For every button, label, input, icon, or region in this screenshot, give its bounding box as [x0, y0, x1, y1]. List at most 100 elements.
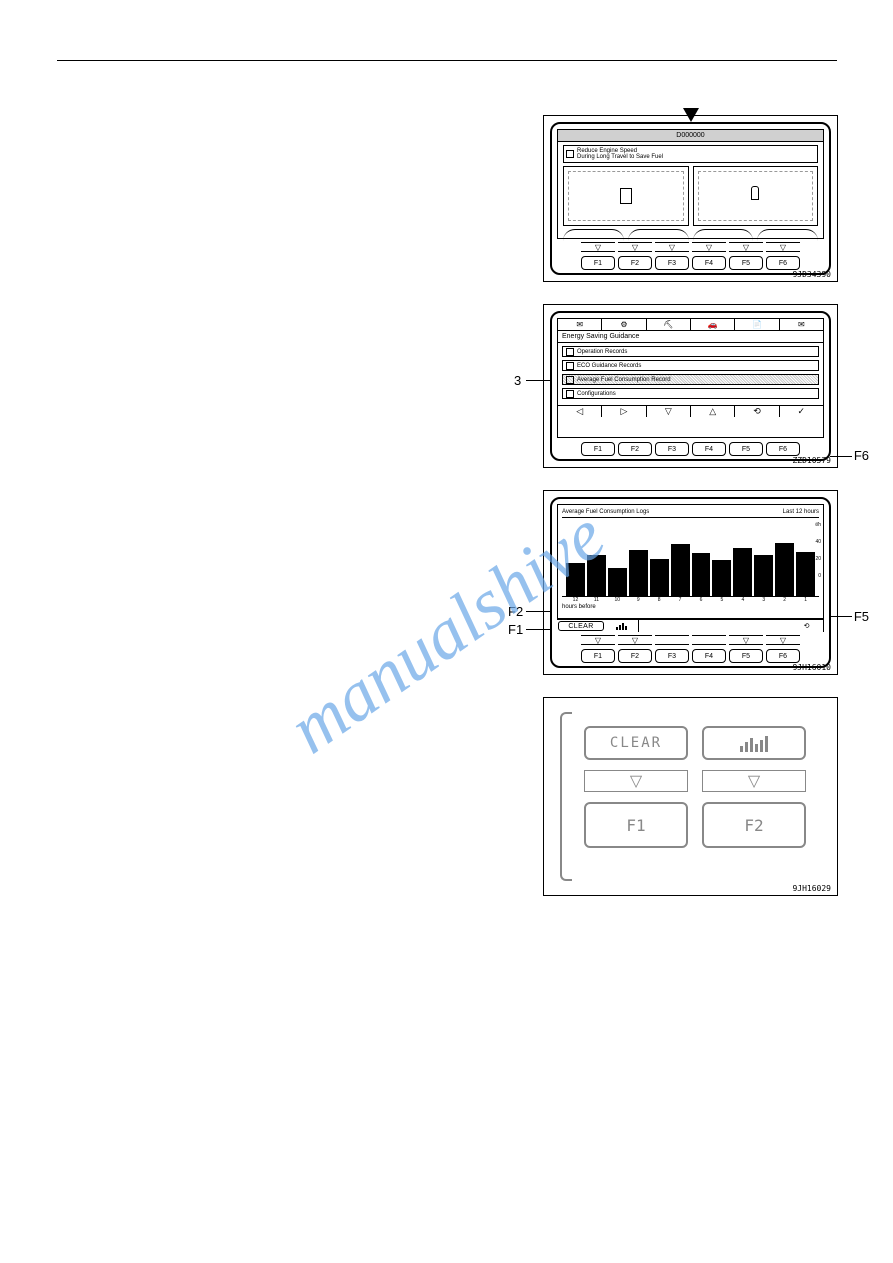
fn-key-f1[interactable]: F1: [581, 649, 615, 663]
x-tick: 2: [775, 597, 794, 603]
soft-icon-slot: [655, 635, 689, 645]
left-column: CLEAR ▽ F1: [584, 726, 688, 848]
fn-key-f6[interactable]: F6: [766, 442, 800, 456]
x-tick: 8: [650, 597, 669, 603]
figure-id: 9JH16029: [792, 884, 831, 893]
callout-3: 3: [514, 373, 521, 388]
nav-right-icon[interactable]: ▷: [602, 406, 646, 417]
fn-key-f1[interactable]: F1: [584, 802, 688, 848]
fn-key-f3[interactable]: F3: [655, 442, 689, 456]
fn-key-f2[interactable]: F2: [618, 256, 652, 270]
zoom-panel: CLEAR ▽ F1 ▽ F2: [550, 704, 831, 889]
down-triangle-icon: ▽: [584, 770, 688, 792]
figure-id: 9JH16010: [792, 663, 831, 672]
fn-key-f1[interactable]: F1: [581, 442, 615, 456]
menu-item-configurations[interactable]: Configurations: [562, 388, 819, 399]
nav-left-icon[interactable]: ◁: [558, 406, 602, 417]
graph-button[interactable]: [702, 726, 806, 760]
fn-key-f4[interactable]: F4: [692, 649, 726, 663]
bar: [608, 568, 627, 596]
nav-return-icon[interactable]: ⟲: [735, 406, 779, 417]
device-shell: D000000 Reduce Engine Speed During Long …: [550, 122, 831, 275]
soft-icon-slot: ▽: [766, 242, 800, 252]
y-tick: 40: [815, 539, 821, 545]
bar-chart: [562, 522, 819, 597]
callout-f6: F6: [854, 448, 869, 463]
leader-line: [830, 456, 852, 457]
figure-2: 3 F6 ✉ ⚙ ⛏ 🚗 📄 ✉ Energy Saving Guidance: [543, 304, 838, 468]
tab-icon[interactable]: ✉: [780, 319, 823, 330]
fn-key-f4[interactable]: F4: [692, 256, 726, 270]
soft-icon-slot: [692, 635, 726, 645]
soft-icon-slot: ▽: [729, 635, 763, 645]
tab-icon[interactable]: ⛏: [647, 319, 691, 330]
soft-icon-slot: ▽: [729, 242, 763, 252]
fn-key-f3[interactable]: F3: [655, 649, 689, 663]
nav-down-icon[interactable]: ▽: [647, 406, 691, 417]
fn-key-f2[interactable]: F2: [702, 802, 806, 848]
x-tick: 11: [587, 597, 606, 603]
pointer-arrow-icon: [683, 108, 699, 122]
page-top-rule: [57, 60, 837, 61]
fn-key-f2[interactable]: F2: [618, 649, 652, 663]
tab-icon[interactable]: ✉: [558, 319, 602, 330]
tab-row: ✉ ⚙ ⛏ 🚗 📄 ✉: [558, 319, 823, 331]
tab-icon[interactable]: 🚗: [691, 319, 735, 330]
figures-column: D000000 Reduce Engine Speed During Long …: [543, 115, 838, 896]
return-icon[interactable]: ⟲: [790, 620, 824, 632]
tab-icon[interactable]: 📄: [735, 319, 779, 330]
callout-f1: F1: [508, 622, 523, 637]
y-unit: ℓ/h: [815, 522, 821, 528]
x-tick: 10: [608, 597, 627, 603]
fn-key-f4[interactable]: F4: [692, 442, 726, 456]
menu-item-avg-fuel[interactable]: Average Fuel Consumption Record: [562, 374, 819, 385]
right-column: ▽ F2: [702, 726, 806, 848]
chart-subtitle: Last 12 hours: [783, 509, 819, 515]
soft-icon-row: ▽ ▽ ▽ ▽: [557, 635, 824, 645]
frame-edge-icon: [560, 712, 572, 881]
fn-key-f1[interactable]: F1: [581, 256, 615, 270]
graph-icon[interactable]: [605, 620, 639, 632]
bar: [566, 563, 585, 596]
device-shell: Average Fuel Consumption Logs Last 12 ho…: [550, 497, 831, 668]
clear-button[interactable]: CLEAR: [584, 726, 688, 760]
fn-key-f2[interactable]: F2: [618, 442, 652, 456]
chart-title-row: Average Fuel Consumption Logs Last 12 ho…: [562, 509, 819, 518]
x-tick: 6: [692, 597, 711, 603]
tab-icon[interactable]: ⚙: [602, 319, 646, 330]
figure-3: F2 F1 F5 Average Fuel Consumption Logs L…: [543, 490, 838, 675]
gauge-1: [563, 229, 624, 241]
fn-key-f3[interactable]: F3: [655, 256, 689, 270]
fn-key-f6[interactable]: F6: [766, 256, 800, 270]
menu-item-eco-guidance[interactable]: ECO Guidance Records: [562, 360, 819, 371]
bar: [796, 552, 815, 596]
figure-1: D000000 Reduce Engine Speed During Long …: [543, 115, 838, 282]
nav-up-icon[interactable]: △: [691, 406, 735, 417]
menu-list: Operation Records ECO Guidance Records A…: [558, 343, 823, 405]
fn-key-f6[interactable]: F6: [766, 649, 800, 663]
camera-panels: [563, 166, 818, 226]
device-screen: Average Fuel Consumption Logs Last 12 ho…: [557, 504, 824, 619]
soft-icon-slot: ▽: [692, 242, 726, 252]
bar: [712, 560, 731, 596]
down-triangle-icon: ▽: [702, 770, 806, 792]
y-tick: 0: [818, 573, 821, 579]
soft-icon-slot: ▽: [618, 242, 652, 252]
device-shell: ✉ ⚙ ⛏ 🚗 📄 ✉ Energy Saving Guidance Opera…: [550, 311, 831, 461]
fn-key-f5[interactable]: F5: [729, 442, 763, 456]
x-tick: 1: [796, 597, 815, 603]
gauge-3: [693, 229, 754, 241]
fn-key-row: F1 F2 F3 F4 F5 F6: [557, 649, 824, 663]
clear-button[interactable]: CLEAR: [558, 621, 604, 631]
device-screen: ✉ ⚙ ⛏ 🚗 📄 ✉ Energy Saving Guidance Opera…: [557, 318, 824, 438]
eco-message-line2: During Long Travel to Save Fuel: [577, 154, 663, 160]
gauge-2: [628, 229, 689, 241]
gauge-row: [563, 229, 818, 241]
menu-item-operation-records[interactable]: Operation Records: [562, 346, 819, 357]
camera-panel-left: [563, 166, 689, 226]
nav-confirm-icon[interactable]: ✓: [780, 406, 823, 417]
chart-title: Average Fuel Consumption Logs: [562, 509, 649, 515]
fn-key-f5[interactable]: F5: [729, 649, 763, 663]
topbar-value: D000000: [676, 132, 704, 139]
fn-key-f5[interactable]: F5: [729, 256, 763, 270]
